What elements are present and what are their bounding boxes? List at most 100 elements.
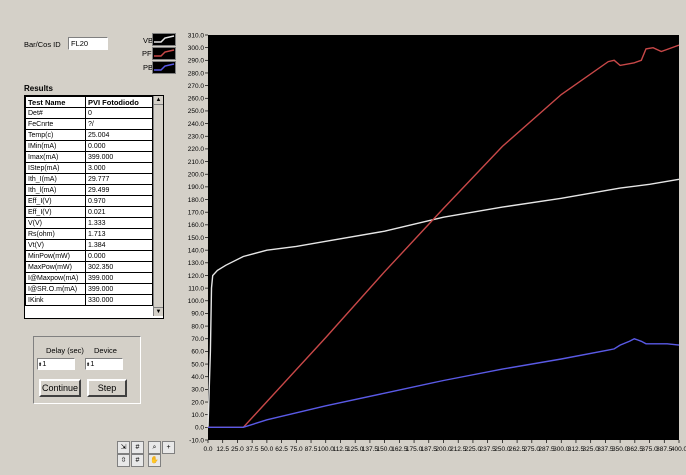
y-tick-label: 270.0 [188,83,205,90]
test-value-cell[interactable]: 29.499 [85,184,153,196]
legend-swatch-pback[interactable] [152,61,176,74]
table-row[interactable]: Ith_l(mA) 29.499 [25,184,153,196]
y-tick-label: 240.0 [188,121,205,128]
test-name-cell[interactable]: Ith_I(mA) [25,173,86,185]
test-name-cell[interactable]: Imax(mA) [25,151,86,163]
table-row[interactable]: Imax(mA) 399.000 [25,151,153,163]
cursor-icon[interactable]: + [162,441,175,454]
test-name-cell[interactable]: Eff_I(V) [25,206,86,218]
test-name-cell[interactable]: Vt(V) [25,239,86,251]
test-name-cell[interactable]: Rs(ohm) [25,228,86,240]
series-line-vbias[interactable] [207,178,680,428]
scroll-down-arrow-icon[interactable]: ▼ [154,307,163,315]
table-row[interactable]: Temp(c) 25.004 [25,129,153,141]
series-line-pback[interactable] [208,338,680,428]
test-value-cell[interactable]: 0.021 [85,206,153,218]
table-row[interactable]: I@SR.O.m(mA) 399.000 [25,283,153,295]
table-row[interactable]: IMin(mA) 0.000 [25,140,153,152]
test-value-cell[interactable]: 1.713 [85,228,153,240]
test-name-cell[interactable]: Temp(c) [25,129,86,141]
scroll-up-arrow-icon[interactable]: ▲ [154,97,163,105]
x-tick-label: 300.0 [553,446,570,453]
test-name-cell[interactable]: FeCnrte [25,118,86,130]
y-scale-icon[interactable]: ⇳ [117,454,130,467]
y-tick-label: 100.0 [188,298,205,305]
table-row[interactable]: IKink 330.000 [25,294,153,306]
table-row[interactable]: MinPow(mW) 0.000 [25,250,153,262]
x-tick-label: 337.5 [597,446,614,453]
test-name-cell[interactable]: I@SR.O.m(mA) [25,283,86,295]
x-scale-icon[interactable]: ⇲ [117,441,130,454]
x-tick-label: 12.5 [216,446,229,453]
x-tick-label: 400.0 [671,446,686,453]
test-value-cell[interactable]: 3.000 [85,162,153,174]
series-line-pfront[interactable] [208,44,680,428]
y-tick-label: 50.0 [191,361,204,368]
test-name-cell[interactable]: V(V) [25,217,86,229]
table-row[interactable]: Det# 0 [25,107,153,119]
x-format-icon[interactable]: # [131,441,144,454]
test-name-cell[interactable]: IKink [25,294,86,306]
legend-swatch-pfront[interactable] [152,47,176,60]
table-row[interactable]: V(V) 1.333 [25,217,153,229]
table-row[interactable]: Vt(V) 1.384 [25,239,153,251]
test-value-cell[interactable]: 0.000 [85,250,153,262]
test-value-cell[interactable]: 0.000 [85,140,153,152]
results-header-test-name: Test Name [25,96,86,108]
y-tick-label: 110.0 [188,285,204,292]
step-button[interactable]: Step [87,379,127,397]
test-value-cell[interactable]: 1.333 [85,217,153,229]
x-tick-label: 362.5 [627,446,644,453]
device-input[interactable]: ⬍1 [85,358,123,370]
y-tick-label: -10.0 [189,437,204,444]
test-value-cell[interactable]: 0 [85,107,153,119]
legend-swatch-vbias[interactable] [152,33,176,46]
test-name-cell[interactable]: Det# [25,107,86,119]
test-value-cell[interactable]: 25.004 [85,129,153,141]
y-format-icon[interactable]: # [131,454,144,467]
x-tick-label: 175.0 [406,446,423,453]
test-value-cell[interactable]: 302.350 [85,261,153,273]
table-row[interactable]: Ith_I(mA) 29.777 [25,173,153,185]
chart[interactable]: -10.0 0.0 10.0 20.0 30.0 40.0 50.0 60.0 70.0 80.0… [178,30,686,462]
zoom-icon[interactable]: ⌕ [148,441,161,454]
delay-label: Delay (sec) [46,346,84,355]
test-value-cell[interactable]: 0.970 [85,195,153,207]
table-row[interactable]: MaxPow(mW) 302.350 [25,261,153,273]
pan-hand-icon[interactable]: ✋ [148,454,161,467]
test-value-cell[interactable]: 399.000 [85,151,153,163]
test-name-cell[interactable]: MaxPow(mW) [25,261,86,273]
table-row[interactable]: Eff_I(V) 0.021 [25,206,153,218]
test-value-cell[interactable]: 399.000 [85,283,153,295]
device-spinner-icon[interactable]: ⬍ [86,362,91,368]
delay-spinner-icon[interactable]: ⬍ [38,362,43,368]
test-name-cell[interactable]: Ith_l(mA) [25,184,86,196]
test-name-cell[interactable]: IMin(mA) [25,140,86,152]
y-tick-label: 200.0 [188,172,205,179]
x-tick-label: 237.5 [480,446,497,453]
table-row[interactable]: I@Maxpow(mA) 399.000 [25,272,153,284]
test-name-cell[interactable]: IStep(mA) [25,162,86,174]
test-name-cell[interactable]: I@Maxpow(mA) [25,272,86,284]
table-row[interactable]: Rs(ohm) 1.713 [25,228,153,240]
test-value-cell[interactable]: 29.777 [85,173,153,185]
table-row[interactable]: IStep(mA) 3.000 [25,162,153,174]
test-name-cell[interactable]: Eff_I(V) [25,195,86,207]
x-tick-label: 387.5 [656,446,673,453]
test-value-cell[interactable]: 330.000 [85,294,153,306]
y-tick-label: 120.0 [188,273,205,280]
x-tick-label: 150.0 [376,446,393,453]
test-value-cell[interactable]: ?/ [85,118,153,130]
test-name-cell[interactable]: MinPow(mW) [25,250,86,262]
y-tick-label: 80.0 [191,323,204,330]
plot-area[interactable] [208,35,679,440]
table-row[interactable]: FeCnrte ?/ [25,118,153,130]
continue-button[interactable]: Continue [39,379,81,397]
test-value-cell[interactable]: 1.384 [85,239,153,251]
y-tick-label: 170.0 [188,209,205,216]
bar-cos-id-field[interactable]: FL20 [68,37,108,50]
test-value-cell[interactable]: 399.000 [85,272,153,284]
results-scrollbar[interactable]: ▲ ▼ [153,96,163,316]
table-row[interactable]: Eff_I(V) 0.970 [25,195,153,207]
delay-input[interactable]: ⬍1 [37,358,75,370]
